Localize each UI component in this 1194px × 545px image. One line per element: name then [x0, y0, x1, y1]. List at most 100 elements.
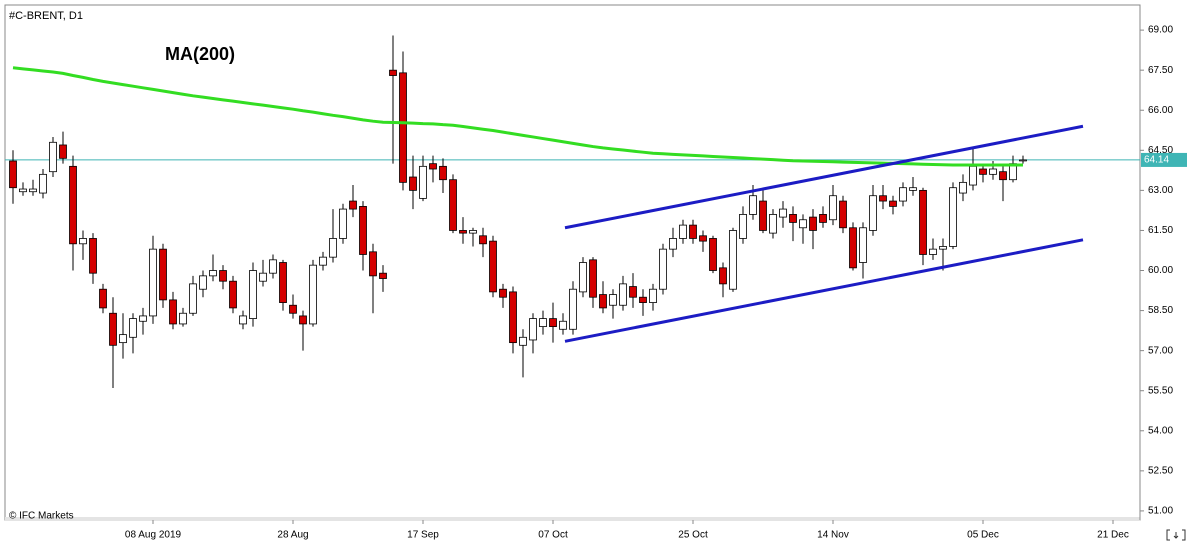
candle-body — [779, 208, 787, 218]
candle-body — [999, 171, 1007, 181]
chart-title: #C-BRENT, D1 — [9, 10, 83, 22]
candle-body — [679, 224, 687, 239]
x-tick-label: 25 Oct — [678, 530, 708, 541]
candle-body — [129, 318, 137, 338]
candle-body — [889, 200, 897, 207]
candle-body — [709, 238, 717, 271]
x-tick-label: 08 Aug 2019 — [125, 530, 182, 541]
candle-body — [639, 296, 647, 303]
candle-body — [419, 165, 427, 199]
x-tick-label: 05 Dec — [967, 530, 999, 541]
candle-body — [569, 288, 577, 330]
trend-line — [564, 238, 1084, 343]
trend-line — [564, 124, 1084, 230]
candle-body — [109, 312, 117, 346]
candle-body — [959, 181, 967, 194]
x-tick-label: 17 Sep — [407, 530, 439, 541]
x-tick-label: 28 Aug — [277, 530, 308, 541]
candle-body — [819, 214, 827, 223]
candle-body — [99, 288, 107, 309]
candle-body — [559, 320, 567, 330]
candle-body — [589, 259, 597, 298]
candle-body — [429, 163, 437, 170]
y-tick-label: 66.00 — [1148, 105, 1173, 116]
candle-body — [829, 195, 837, 221]
candle-body — [839, 200, 847, 229]
candle-body — [169, 299, 177, 325]
ma-line — [12, 66, 1023, 167]
candle-body — [529, 318, 537, 341]
candle-body — [369, 251, 377, 277]
candle-body — [259, 272, 267, 282]
candle-body — [929, 248, 937, 255]
candle-body — [979, 168, 987, 175]
candle-body — [489, 240, 497, 293]
candle-body — [509, 291, 517, 344]
candle-body — [799, 219, 807, 229]
candle-body — [179, 312, 187, 325]
candle-body — [469, 230, 477, 234]
candle-body — [499, 288, 507, 298]
y-tick-label: 64.50 — [1148, 145, 1173, 156]
candle-body — [379, 272, 387, 279]
candle-body — [299, 315, 307, 325]
candle-body — [539, 318, 547, 328]
y-tick-label: 51.00 — [1148, 506, 1173, 517]
candle-body — [879, 195, 887, 202]
candle-body — [749, 195, 757, 215]
candle-body — [849, 227, 857, 269]
x-tick-label: 14 Nov — [817, 530, 849, 541]
candle-body — [89, 238, 97, 274]
candle-body — [759, 200, 767, 231]
candle-body — [319, 256, 327, 266]
candle-body — [479, 235, 487, 245]
candle-body — [949, 187, 957, 247]
candle-body — [69, 165, 77, 245]
last-price-label: 64.14 — [1144, 155, 1169, 166]
candle-body — [809, 216, 817, 231]
candle-body — [229, 280, 237, 309]
candle-body — [439, 165, 447, 181]
candle-body — [9, 160, 17, 189]
candle-body — [359, 206, 367, 255]
candle-body — [399, 72, 407, 183]
candle-body — [549, 318, 557, 328]
candle-body — [619, 283, 627, 306]
candle-body — [189, 283, 197, 314]
candle-body — [49, 141, 57, 173]
candle-body — [859, 227, 867, 263]
y-tick-label: 69.00 — [1148, 25, 1173, 36]
candle-body — [649, 288, 657, 303]
y-tick-label: 61.50 — [1148, 225, 1173, 236]
candle-body — [39, 173, 47, 194]
candle-body — [699, 235, 707, 242]
candle-body — [79, 238, 87, 245]
candle-body — [969, 165, 977, 186]
candle-body — [269, 259, 277, 274]
candle-body — [919, 189, 927, 255]
candle-body — [139, 315, 147, 322]
scroll-icon[interactable] — [1166, 529, 1186, 541]
candle-body — [659, 248, 667, 290]
candle-body — [159, 248, 167, 301]
candle-body — [59, 144, 67, 159]
y-tick-label: 67.50 — [1148, 65, 1173, 76]
candle-body — [579, 262, 587, 293]
y-tick-label: 55.50 — [1148, 385, 1173, 396]
candle-body — [409, 176, 417, 191]
candle-body — [19, 188, 27, 193]
candle-body — [119, 334, 127, 344]
x-tick-label: 21 Dec — [1097, 530, 1129, 541]
candle-body — [899, 187, 907, 202]
candle-body — [719, 267, 727, 285]
candle-body — [219, 270, 227, 282]
plot-frame — [4, 4, 1141, 521]
y-tick-label: 54.00 — [1148, 425, 1173, 436]
candle-body — [989, 168, 997, 175]
candle-body — [329, 238, 337, 258]
candle-body — [729, 230, 737, 290]
candle-body — [769, 214, 777, 234]
candle-body — [909, 187, 917, 191]
candle-body — [739, 214, 747, 239]
